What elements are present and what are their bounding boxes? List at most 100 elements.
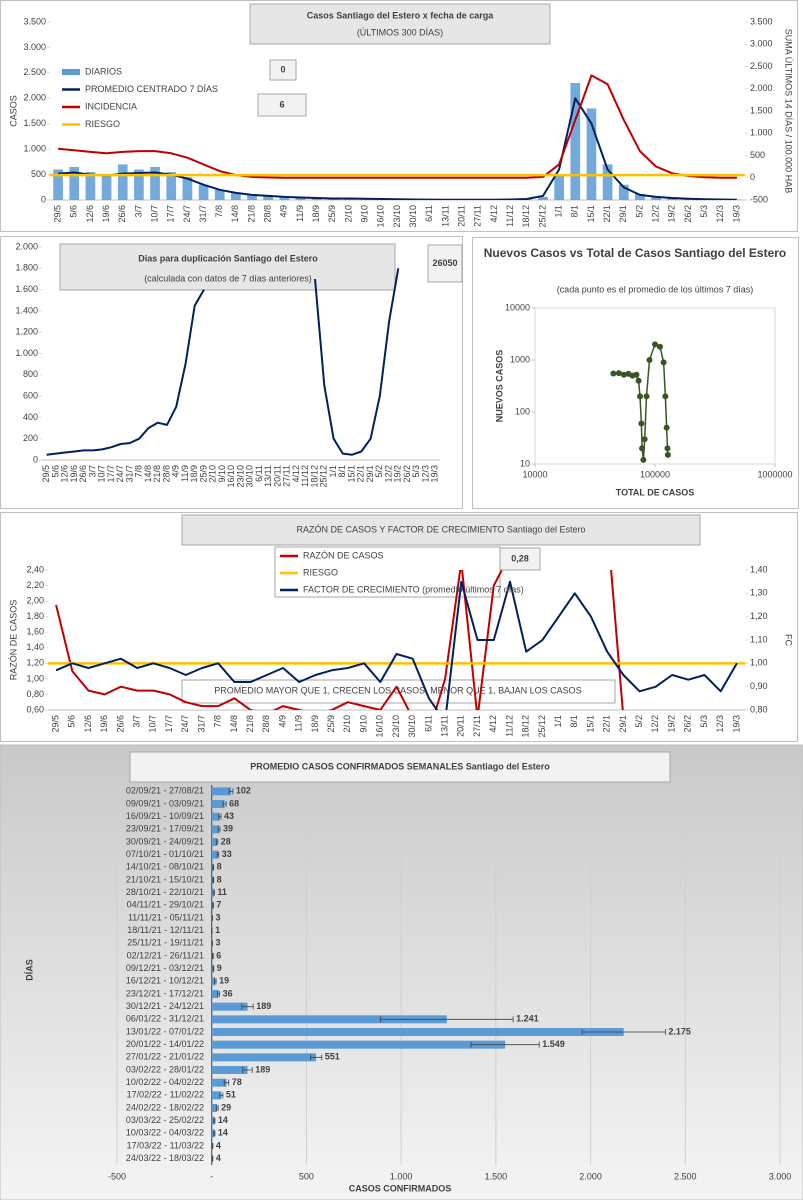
error-bar bbox=[581, 1029, 666, 1035]
y-tick-label: 3.000 bbox=[23, 42, 46, 52]
x-tick-label: 14/8 bbox=[229, 715, 239, 733]
y2-tick-label: 0,80 bbox=[750, 704, 768, 714]
x-tick-label: 12/2 bbox=[383, 465, 393, 483]
x-tick-label: 19/6 bbox=[69, 465, 79, 483]
bar bbox=[211, 1066, 248, 1074]
x-axis-title: TOTAL DE CASOS bbox=[616, 487, 695, 497]
y2-tick-label: 0,90 bbox=[750, 681, 768, 691]
bar bbox=[211, 812, 220, 821]
bar bbox=[211, 1104, 218, 1112]
x-tick-label: 30/10 bbox=[245, 465, 255, 488]
y-tick-label: 1,60 bbox=[26, 627, 44, 637]
x-tick-label: 10/7 bbox=[97, 465, 107, 483]
x-tick-label: 16/10 bbox=[375, 715, 385, 738]
y-tick-label: 04/11/21 - 29/10/21 bbox=[127, 900, 204, 910]
bar bbox=[211, 1129, 215, 1138]
bar bbox=[231, 192, 241, 200]
y2-tick-label: 1,10 bbox=[750, 634, 768, 644]
y-tick-label: 09/09/21 - 03/09/21 bbox=[126, 798, 204, 808]
x-tick-label: 8/1 bbox=[337, 465, 347, 478]
label-box bbox=[257, 93, 307, 117]
x-tick-label: 26/2 bbox=[683, 715, 693, 733]
y-tick-label: 1,00 bbox=[26, 673, 44, 683]
x-tick-label: 18/12 bbox=[309, 465, 319, 488]
legend-label: RAZÓN DE CASOS bbox=[303, 550, 384, 560]
x-tick-label: 20/11 bbox=[457, 205, 467, 227]
x-tick-label: 26/2 bbox=[683, 205, 693, 223]
label-box bbox=[181, 514, 701, 546]
error-bar bbox=[212, 965, 215, 972]
error-bar bbox=[470, 1041, 540, 1048]
x-tick-label: 1/1 bbox=[328, 465, 338, 478]
x-tick-label: 29/1 bbox=[365, 465, 375, 483]
y-tick-label: 400 bbox=[23, 412, 38, 422]
error-bar bbox=[213, 1130, 216, 1137]
x-tick-label: 12/3 bbox=[715, 715, 725, 733]
x-tick-label: 18/12 bbox=[521, 715, 531, 738]
x-tick-label: 6/11 bbox=[423, 715, 433, 732]
x-tick-label: 23/10 bbox=[392, 205, 402, 228]
bar bbox=[211, 1091, 222, 1100]
bar bbox=[53, 169, 63, 200]
y-tick-label: 30/09/21 - 24/09/21 bbox=[126, 836, 204, 846]
x-tick-label: 1000000 bbox=[757, 469, 792, 479]
x-tick-label: 5/6 bbox=[69, 205, 79, 218]
x-tick-label: 30/10 bbox=[407, 715, 417, 738]
y-tick-label: 1.000 bbox=[23, 144, 46, 154]
point bbox=[660, 359, 667, 366]
x-tick-label: 5/6 bbox=[67, 715, 77, 728]
y2-tick-label: 1,20 bbox=[750, 611, 768, 621]
x-axis-title: CASOS CONFIRMADOS bbox=[349, 1183, 452, 1193]
x-tick-label: 4/12 bbox=[489, 205, 499, 223]
data-label: 1.241 bbox=[516, 1014, 539, 1024]
legend-label: FACTOR DE CRECIMIENTO (promedio últimos … bbox=[303, 584, 524, 594]
x-tick-label: 23/10 bbox=[391, 715, 401, 738]
bar bbox=[211, 850, 218, 859]
x-tick-label: 5/2 bbox=[634, 205, 644, 218]
y-tick-label: 1.200 bbox=[15, 327, 38, 337]
bar bbox=[211, 787, 232, 796]
data-label: 551 bbox=[325, 1052, 340, 1062]
y2-tick-label: 2.000 bbox=[750, 83, 773, 93]
chart-title: Nuevos Casos vs Total de Casos Santiago … bbox=[483, 246, 787, 260]
x-tick-label: 13/11 bbox=[440, 205, 450, 227]
x-tick-label: 12/3 bbox=[420, 465, 430, 483]
x-tick-label: 4/9 bbox=[277, 715, 287, 728]
bar bbox=[101, 174, 112, 200]
bar bbox=[295, 197, 306, 200]
x-tick-label: 11/9 bbox=[294, 715, 304, 732]
x-tick-label: 1/1 bbox=[553, 715, 563, 728]
y-tick-label: 500 bbox=[31, 169, 46, 179]
data-label: 3 bbox=[215, 938, 220, 948]
y-tick-label: 1000 bbox=[510, 354, 530, 364]
bar bbox=[586, 108, 597, 200]
y-tick-label: 17/03/22 - 11/03/22 bbox=[127, 1140, 204, 1150]
y2-tick-label: -500 bbox=[750, 194, 768, 204]
data-label: 28 bbox=[221, 836, 231, 846]
y-tick-label: 2,00 bbox=[26, 595, 44, 605]
x-tick-label: 27/11 bbox=[472, 715, 482, 737]
x-tick-label: 6/11 bbox=[424, 205, 434, 222]
data-label: 4 bbox=[216, 1153, 221, 1163]
point bbox=[646, 357, 653, 363]
label-box bbox=[59, 243, 396, 291]
series-line bbox=[55, 570, 624, 710]
x-tick-label: 5/2 bbox=[634, 715, 644, 728]
x-tick-label: 5/3 bbox=[699, 205, 709, 218]
x-tick-label: 28/8 bbox=[261, 715, 271, 733]
x-tick-label: 24/7 bbox=[182, 205, 192, 223]
x-tick-label: 12/6 bbox=[60, 465, 70, 483]
x-tick-label: 19/6 bbox=[101, 205, 111, 223]
x-tick-label: 20/11 bbox=[456, 715, 466, 737]
y-tick-label: 100 bbox=[515, 406, 530, 416]
x-tick-label: 14/8 bbox=[143, 465, 153, 483]
bar bbox=[570, 83, 581, 200]
x-tick-label: 29/5 bbox=[50, 715, 60, 733]
bar bbox=[85, 172, 96, 200]
bar bbox=[651, 196, 661, 200]
x-tick-label: 4/12 bbox=[488, 715, 498, 733]
chart-subtitle: (ÚLTIMOS 300 DÍAS) bbox=[357, 27, 443, 37]
y-tick-label: 21/10/21 - 15/10/21 bbox=[126, 874, 204, 884]
x-tick-label: 8/1 bbox=[569, 715, 579, 728]
error-bar bbox=[212, 902, 214, 909]
